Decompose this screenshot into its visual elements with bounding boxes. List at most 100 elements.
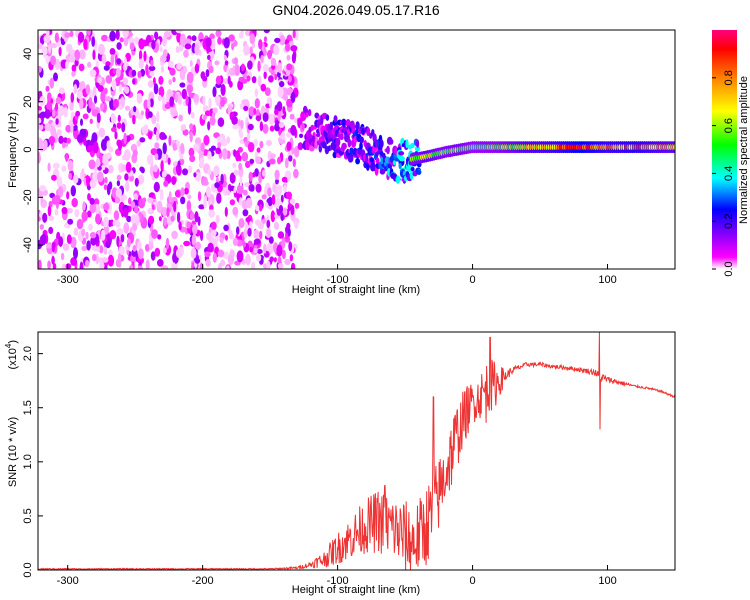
heatmap-noise-cell — [285, 191, 292, 200]
heatmap-noise-cell — [123, 207, 129, 218]
heatmap-noise-cell — [79, 49, 86, 60]
heatmap-noise-cell — [194, 43, 200, 56]
heatmap-noise-cell — [63, 222, 70, 228]
heatmap-noise-cell — [147, 197, 154, 203]
heatmap-transition-cell — [365, 162, 370, 171]
heatmap-noise-cell — [76, 218, 84, 230]
heatmap-noise-cell — [215, 75, 222, 85]
heatmap-noise-cell — [286, 222, 291, 230]
heatmap-noise-cell — [65, 124, 72, 133]
heatmap-noise-cell — [87, 193, 91, 201]
heatmap-noise-cell — [163, 216, 167, 226]
y-tick-label: 0.0 — [22, 562, 34, 577]
heatmap-noise-cell — [215, 214, 220, 224]
heatmap-noise-cell — [248, 171, 253, 182]
heatmap-noise-cell — [189, 123, 194, 131]
heatmap-noise-cell — [61, 207, 68, 215]
heatmap-noise-cell — [167, 90, 174, 97]
heatmap-noise-cell — [124, 105, 131, 111]
heatmap-noise-cell — [110, 219, 114, 227]
heatmap-cells — [38, 30, 675, 269]
heatmap-noise-cell — [83, 38, 88, 50]
heatmap-noise-cell — [48, 42, 52, 55]
heatmap-noise-cell — [188, 147, 195, 157]
heatmap-noise-cell — [103, 202, 110, 211]
heatmap-noise-cell — [218, 263, 222, 269]
heatmap-noise-cell — [158, 216, 162, 222]
heatmap-noise-cell — [285, 43, 291, 52]
heatmap-noise-cell — [95, 253, 99, 265]
heatmap-noise-cell — [207, 242, 214, 253]
heatmap-noise-cell — [181, 124, 187, 131]
heatmap-noise-cell — [214, 95, 221, 105]
heatmap-noise-cell — [116, 227, 124, 236]
heatmap-noise-cell — [77, 31, 85, 43]
heatmap-noise-cell — [100, 103, 104, 112]
heatmap-noise-cell — [283, 95, 289, 101]
heatmap-noise-cell — [131, 50, 136, 56]
heatmap-noise-cell — [88, 97, 93, 109]
heatmap-noise-cell — [251, 172, 256, 178]
heatmap-noise-cell — [244, 182, 250, 188]
heatmap-noise-cell — [224, 206, 228, 217]
heatmap-noise-cell — [104, 96, 112, 102]
heatmap-noise-cell — [41, 233, 47, 246]
heatmap-noise-cell — [38, 117, 42, 124]
heatmap-noise-cell — [270, 69, 276, 76]
heatmap-transition-cell — [366, 127, 371, 137]
heatmap-noise-cell — [64, 32, 71, 38]
heatmap-transition-cell — [359, 136, 364, 143]
heatmap-noise-cell — [73, 83, 78, 94]
heatmap-noise-cell — [176, 211, 181, 223]
heatmap-noise-cell — [134, 205, 139, 214]
heatmap-noise-cell — [242, 241, 246, 248]
x-tick-label: -200 — [192, 575, 214, 587]
heatmap-transition-cell — [321, 140, 327, 149]
heatmap-noise-cell — [271, 194, 276, 206]
heatmap-transition-cell — [347, 138, 352, 148]
heatmap-transition-cell — [314, 112, 320, 119]
heatmap-transition-cell — [299, 133, 304, 138]
heatmap-noise-cell — [186, 71, 194, 84]
heatmap-noise-cell — [268, 236, 274, 244]
heatmap-noise-cell — [160, 65, 165, 73]
heatmap-noise-cell — [154, 247, 161, 257]
heatmap-noise-cell — [135, 214, 140, 226]
heatmap-noise-cell — [111, 127, 117, 133]
heatmap-noise-cell — [194, 211, 199, 223]
heatmap-noise-cell — [215, 147, 222, 155]
heatmap-noise-cell — [61, 263, 67, 269]
heatmap-transition-cell — [372, 133, 377, 143]
heatmap-noise-cell — [103, 184, 108, 191]
heatmap-noise-cell — [206, 232, 212, 241]
heatmap-noise-cell — [47, 260, 51, 269]
heatmap-noise-cell — [183, 187, 189, 195]
heatmap-noise-cell — [188, 165, 193, 174]
heatmap-noise-cell — [274, 108, 279, 116]
heatmap-noise-cell — [205, 258, 211, 267]
heatmap-noise-cell — [243, 44, 250, 56]
heatmap-noise-cell — [86, 30, 91, 36]
snr-series-line — [38, 332, 675, 570]
heatmap-transition-cell — [416, 139, 420, 148]
heatmap-noise-cell — [142, 197, 147, 203]
heatmap-noise-cell — [126, 215, 132, 223]
heatmap-noise-cell — [134, 36, 140, 45]
heatmap-noise-cell — [168, 191, 172, 203]
heatmap-noise-cell — [101, 257, 109, 263]
heatmap-noise-cell — [194, 258, 201, 264]
heatmap-noise-cell — [139, 137, 146, 143]
heatmap-noise-cell — [204, 251, 211, 258]
heatmap-noise-cell — [48, 215, 55, 221]
heatmap-noise-cell — [288, 155, 293, 162]
heatmap-noise-cell — [58, 87, 65, 95]
heatmap-noise-cell — [149, 98, 154, 108]
heatmap-noise-cell — [55, 118, 59, 125]
heatmap-noise-cell — [148, 215, 155, 225]
heatmap-transition-cell — [392, 160, 397, 166]
heatmap-noise-cell — [220, 173, 224, 185]
heatmap-noise-cell — [293, 168, 299, 179]
heatmap-noise-cell — [255, 183, 262, 193]
heatmap-noise-cell — [81, 228, 86, 237]
heatmap-noise-cell — [116, 42, 122, 50]
